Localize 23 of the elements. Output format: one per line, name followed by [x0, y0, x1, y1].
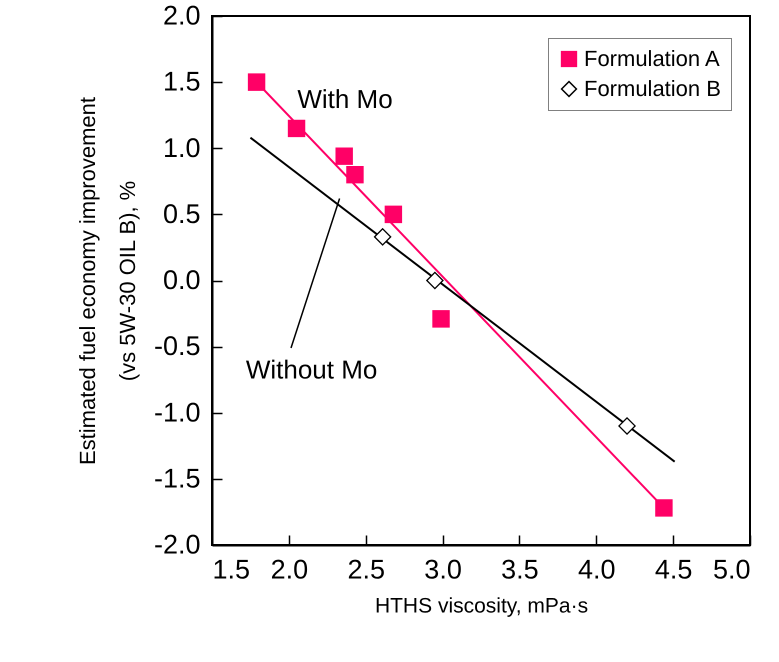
y-tick-label: -0.5 [154, 331, 200, 362]
x-tick-label: 5.0 [712, 554, 750, 584]
annotation: Without Mo [246, 354, 378, 385]
x-tick-label: 3.0 [424, 554, 462, 584]
legend-label: Formulation A [584, 46, 720, 71]
legend-label: Formulation B [584, 76, 721, 101]
y-tick-label: 0.5 [162, 198, 200, 229]
annotation: With Mo [297, 84, 393, 114]
y-tick-label: -1.0 [154, 397, 200, 428]
x-tick-label: 2.5 [347, 554, 385, 584]
y-tick-label: 0.0 [162, 265, 200, 295]
y-tick-label: 2.0 [162, 0, 200, 30]
x-tick-label: 4.0 [578, 554, 616, 584]
x-tick-label: 2.0 [270, 554, 308, 584]
y-tick-label: 1.0 [162, 132, 200, 163]
x-tick-label: 4.5 [654, 554, 692, 584]
y-tick-label: -2.0 [154, 530, 200, 560]
x-axis-title: HTHS viscosity, mPa·s [374, 594, 588, 618]
y-tick-label: -1.5 [154, 463, 200, 494]
x-tick-label: 3.5 [501, 554, 539, 584]
y-axis-title: Estimated fuel economy improvement (vs 5W-30 OIL B), % [74, 96, 140, 466]
y-tick-label: 1.5 [162, 66, 200, 97]
x-tick-label: 1.5 [212, 554, 250, 584]
